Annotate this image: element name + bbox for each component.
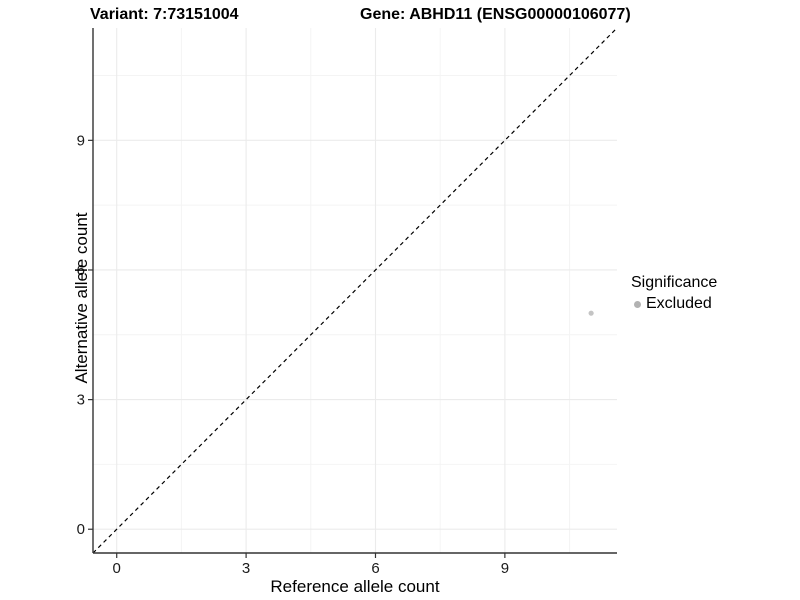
y-tick-label: 9 (77, 132, 85, 149)
legend-item-excluded: Excluded (631, 295, 717, 313)
x-tick-label: 9 (501, 560, 509, 577)
y-tick-label: 0 (77, 521, 85, 538)
plot-title-variant: Variant: 7:73151004 (90, 6, 239, 23)
y-tick-label: 6 (77, 262, 85, 279)
y-tick-label: 3 (77, 392, 85, 409)
legend-item-label: Excluded (646, 295, 712, 312)
y-axis-title: Alternative allele count (72, 212, 91, 384)
x-tick-label: 6 (371, 560, 379, 577)
legend-title: Significance (631, 274, 718, 291)
legend-key-dot-icon (634, 300, 641, 308)
legend: Significance Excluded (631, 274, 717, 313)
x-tick-label: 3 (242, 560, 250, 577)
identity-line (92, 27, 618, 554)
x-axis-title: Reference allele count (270, 577, 440, 596)
x-tick-label: 0 (113, 560, 121, 577)
data-point (588, 310, 594, 316)
plot-title-gene: Gene: ABHD11 (ENSG00000106077) (360, 6, 631, 23)
